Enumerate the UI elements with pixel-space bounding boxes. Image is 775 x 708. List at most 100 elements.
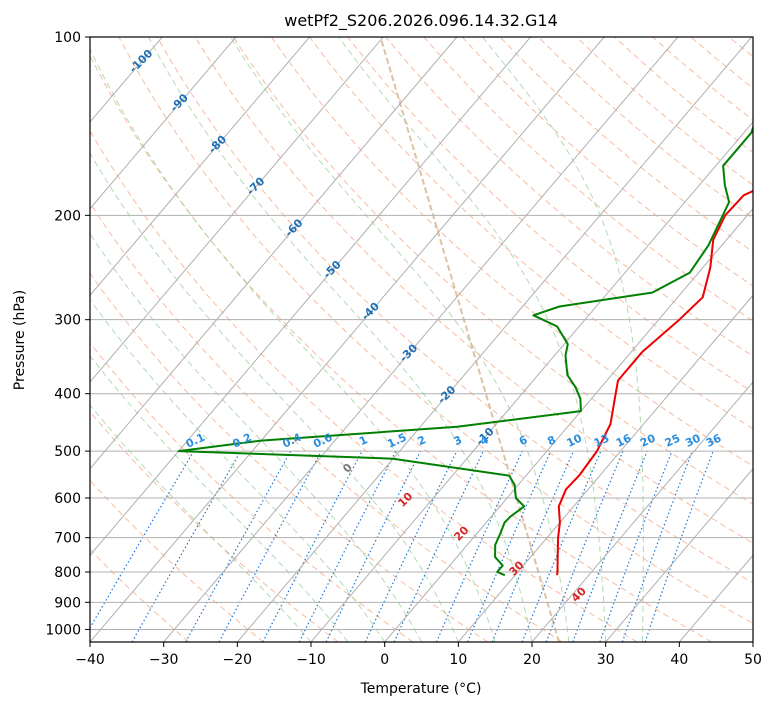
mixing-ratio-line [218,450,323,642]
isotherm [752,641,753,642]
isotherm [90,37,310,297]
x-tick-label: −20 [223,652,253,668]
isotherm [531,381,753,642]
mixing-ratio-label: 0.2 [231,431,254,451]
x-tick-label: 40 [670,652,688,668]
dry-adiabat [309,37,753,430]
y-tick-label: 1000 [45,622,81,638]
mixing-ratio-line [131,450,242,642]
dry-adiabat [232,37,753,505]
moist-adiabat [147,37,533,642]
moist-adiabat [90,47,496,642]
x-tick-label: 0 [380,652,389,668]
plot-frame [89,36,754,643]
y-tick-label: 800 [54,565,81,581]
mixing-ratio-line [364,450,458,642]
mixing-ratio-label: 30 [683,431,703,449]
mixing-ratio-label: 3 [452,433,464,448]
mixing-ratio-label: 10 [565,431,585,449]
y-tick-label: 700 [54,531,81,547]
x-tick-label: 10 [449,652,467,668]
isotherm [90,37,531,557]
mixing-ratio-line [325,450,422,642]
mixing-ratio-label: 20 [638,431,658,449]
moist-adiabat [338,37,607,642]
dry-adiabat [90,129,638,642]
mixing-ratio-label: 2 [416,433,428,448]
dry-adiabat [347,37,753,393]
dry-adiabat [499,37,753,253]
dry-adiabat [90,342,414,642]
dry-adiabat [90,479,264,642]
mixing-ratio-line [521,450,602,642]
mixing-ratio-line [644,450,714,642]
mixing-ratio-line [435,450,523,642]
moist-adiabat [90,232,422,642]
isotherm [90,37,384,383]
dry-adiabat [90,202,563,642]
x-tick-label: 30 [597,652,615,668]
moist-adiabat [90,152,459,642]
dry-adiabat [652,37,753,121]
x-tick-label: 20 [523,652,541,668]
mixing-ratio-line [90,450,195,630]
x-tick-label: −10 [296,652,326,668]
mixing-ratio-line [599,450,673,642]
y-tick-label: 900 [54,595,81,611]
mixing-ratio-line [262,450,363,642]
dry-adiabat [423,37,753,322]
axes: −40 −30 −20 −10 0 10 20 30 40 5010020030040050060… [45,30,762,668]
dry-adiabat [385,37,753,357]
ice-curve [379,37,561,642]
x-tick-label: 50 [744,652,762,668]
mixing-ratio-line [393,450,484,642]
moist-adiabat [230,37,570,642]
moist-adiabat-label: 10 [395,490,415,510]
isotherm [457,294,753,642]
moist-adiabat [90,404,312,642]
x-axis-label: Temperature (°C) [360,681,482,697]
x-tick-label: −30 [149,652,179,668]
mixing-ratio-label: 0.4 [280,431,303,451]
isotherm [678,554,753,642]
isotherm [384,207,753,642]
dry-adiabat [461,37,753,287]
mixing-ratio-line [185,450,292,642]
mixing-ratio-line [466,450,552,642]
y-tick-label: 100 [54,30,81,46]
y-tick-label: 600 [54,491,81,507]
dry-adiabat [576,37,753,186]
chart-title: wetPf2_S206.2026.096.14.32.G14 [284,11,558,31]
dry-adiabat [194,37,753,544]
pressure-grid [90,37,753,642]
dry-adiabat [90,54,712,642]
y-tick-label: 200 [54,208,81,224]
y-tick-label: 400 [54,387,81,403]
mixing-ratio-label: 1 [357,433,369,448]
isotherm [90,37,605,642]
mixing-ratio-label: 16 [614,431,634,449]
isotherm [90,37,237,210]
y-tick-label: 300 [54,313,81,329]
dry-adiabat [156,37,753,584]
isotherm [163,37,679,642]
mixing-ratio-line [572,450,648,642]
y-tick-label: 500 [54,444,81,460]
moist-adiabat [90,298,386,642]
y-axis-label: Pressure (hPa) [12,290,28,390]
mixing-ratio-label: 36 [704,431,724,449]
dry-adiabat [90,272,488,642]
mixing-ratio-label: 25 [663,432,682,450]
isotherm [90,37,458,470]
moist-adiabat-label: 0 [340,461,355,476]
dry-adiabat [90,548,190,642]
dry-adiabat [614,37,753,153]
isotherm [310,121,753,642]
moist-adiabat [90,355,349,642]
dry-adiabat [767,37,775,642]
isotherm-label: -100 [127,47,156,76]
dewpoint-profile [177,124,753,577]
mixing-ratio-line [298,450,397,642]
moist-adiabat [482,37,644,642]
moist-adiabat-label: 20 [451,523,471,543]
